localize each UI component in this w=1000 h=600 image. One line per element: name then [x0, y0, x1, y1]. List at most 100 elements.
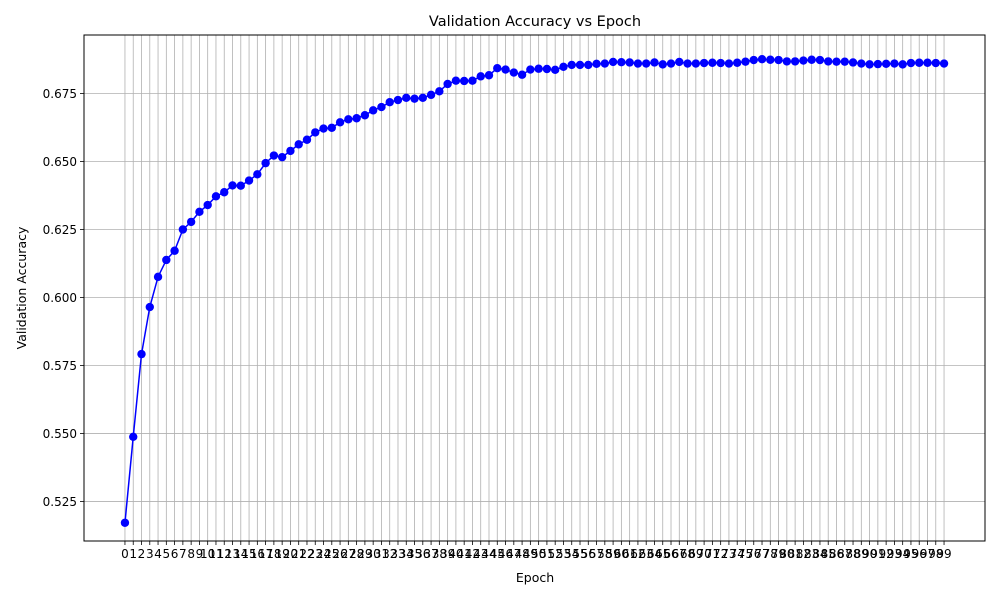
data-point — [319, 124, 328, 133]
x-tick-label: 11 — [208, 547, 223, 561]
data-point — [766, 55, 775, 64]
x-tick-label: 79 — [771, 547, 786, 561]
x-tick-label: 66 — [663, 547, 678, 561]
data-point — [741, 57, 750, 66]
data-point — [931, 58, 940, 68]
x-tick-label: 38 — [432, 547, 447, 561]
data-point — [873, 59, 883, 69]
x-tick-label: 57 — [589, 547, 604, 561]
data-point — [360, 111, 370, 120]
x-tick-label: 25 — [324, 547, 339, 561]
data-point — [418, 93, 428, 103]
x-tick-label: 40 — [448, 547, 463, 561]
data-point — [335, 118, 345, 127]
x-tick-label: 16 — [250, 547, 265, 561]
data-point — [186, 217, 196, 227]
data-point — [203, 200, 212, 210]
data-point — [691, 59, 701, 68]
x-tick-label: 96 — [912, 547, 927, 561]
data-point — [906, 58, 916, 68]
data-point — [757, 55, 767, 64]
data-point — [733, 58, 742, 67]
data-point — [559, 62, 568, 72]
data-point — [592, 59, 601, 69]
y-tick-label: 0.575 — [43, 359, 77, 373]
data-point — [402, 93, 411, 103]
data-point — [782, 57, 792, 66]
x-tick-label: 52 — [548, 547, 563, 561]
x-tick-label: 65 — [655, 547, 670, 561]
data-point — [269, 151, 279, 160]
x-tick-label: 48 — [514, 547, 529, 561]
x-tick-label: 91 — [870, 547, 885, 561]
x-tick-label: 46 — [498, 547, 513, 561]
data-point — [716, 58, 725, 68]
x-tick-label: 17 — [258, 547, 273, 561]
x-tick-label: 29 — [357, 547, 372, 561]
data-point — [567, 60, 576, 70]
data-point — [393, 95, 403, 105]
data-point — [625, 58, 634, 67]
x-tick-label: 31 — [374, 547, 389, 561]
data-point — [617, 58, 626, 67]
x-tick-label: 12 — [217, 547, 232, 561]
data-point — [848, 58, 858, 67]
x-tick-label: 0 — [121, 547, 129, 561]
data-point — [368, 106, 378, 115]
x-tick-label: 9 — [196, 547, 204, 561]
x-tick-label: 61 — [622, 547, 637, 561]
data-point — [426, 90, 436, 100]
x-tick-label: 73 — [721, 547, 736, 561]
x-tick-label: 20 — [283, 547, 298, 561]
x-tick-label: 3 — [146, 547, 154, 561]
data-point — [261, 158, 270, 168]
x-tick-label: 50 — [531, 547, 546, 561]
data-point — [923, 58, 932, 67]
data-point — [881, 59, 891, 69]
data-point — [236, 181, 245, 190]
x-tick-label: 83 — [804, 547, 819, 561]
data-point — [939, 59, 949, 68]
data-point — [724, 59, 734, 68]
data-point — [468, 76, 477, 85]
data-point — [253, 170, 262, 179]
x-tick-label: 2 — [138, 547, 146, 561]
x-tick-label: 10 — [200, 547, 215, 561]
series-markers — [120, 55, 949, 527]
x-tick-label: 21 — [291, 547, 306, 561]
data-point — [443, 79, 452, 89]
data-point — [650, 58, 659, 67]
x-tick-label: 36 — [415, 547, 430, 561]
data-point — [542, 64, 552, 74]
x-tick-label: 45 — [490, 547, 505, 561]
data-point — [840, 57, 849, 66]
x-tick-label: 78 — [763, 547, 778, 561]
data-point — [575, 60, 585, 70]
data-point — [815, 55, 825, 65]
x-tick-label: 87 — [837, 547, 852, 561]
x-tick-label: 99 — [936, 547, 951, 561]
x-tick-label: 89 — [854, 547, 869, 561]
x-tick-label: 59 — [605, 547, 620, 561]
data-point — [683, 59, 692, 68]
data-point — [584, 60, 593, 70]
data-point — [170, 246, 179, 255]
x-tick-label: 4 — [154, 547, 162, 561]
x-tick-label: 28 — [349, 547, 364, 561]
x-tick-label: 1 — [129, 547, 137, 561]
data-point — [774, 55, 783, 65]
x-tick-label: 84 — [812, 547, 827, 561]
data-point — [385, 97, 394, 107]
x-tick-label: 56 — [581, 547, 596, 561]
x-tick-label: 8 — [187, 547, 195, 561]
data-point — [890, 59, 899, 68]
x-tick-label: 6 — [171, 547, 179, 561]
data-point — [865, 60, 874, 69]
data-point — [501, 65, 510, 74]
x-tick-label: 88 — [845, 547, 860, 561]
x-tick-label: 39 — [440, 547, 455, 561]
x-tick-label: 85 — [821, 547, 836, 561]
x-tick-label: 63 — [639, 547, 654, 561]
x-tick-label: 33 — [390, 547, 405, 561]
x-tick-label: 81 — [787, 547, 802, 561]
